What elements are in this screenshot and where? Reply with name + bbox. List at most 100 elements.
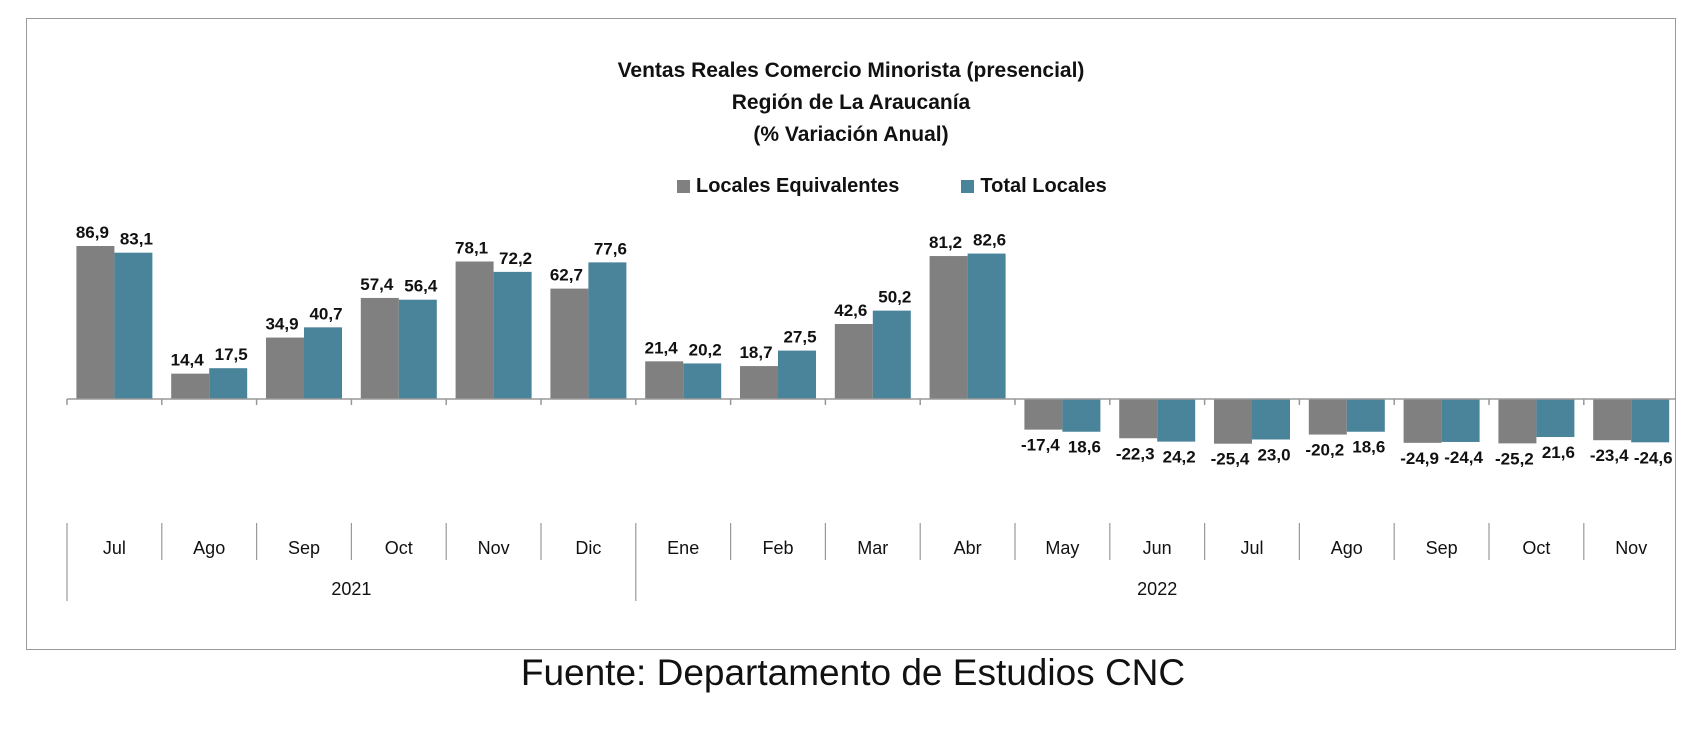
category-label: Jul: [1240, 538, 1263, 558]
bar-locales-equivalentes: [1498, 399, 1537, 444]
bar-locales-equivalentes: [645, 361, 684, 399]
bar-locales-equivalentes: [1403, 399, 1442, 443]
bar-locales-equivalentes: [266, 337, 304, 399]
category-label: Jun: [1143, 538, 1172, 558]
bar-total-locales: [872, 310, 911, 399]
category-label: Dic: [575, 538, 601, 558]
bar-locales-equivalentes: [929, 256, 968, 399]
data-label: 82,6: [973, 231, 1006, 250]
data-label: 83,1: [120, 230, 153, 249]
data-label: 18,7: [739, 343, 772, 362]
bar-total-locales: [209, 368, 248, 399]
data-label: -24,4: [1444, 448, 1483, 467]
data-label: 23,0: [1257, 445, 1290, 464]
bar-locales-equivalentes: [171, 373, 210, 399]
category-label: May: [1045, 538, 1079, 558]
bar-locales-equivalentes: [360, 297, 399, 399]
bar-locales-equivalentes: [1593, 399, 1632, 441]
category-label: Sep: [1426, 538, 1458, 558]
bar-total-locales: [778, 350, 816, 399]
data-label: 42,6: [834, 301, 867, 320]
chart-plot: 86,9 14,4 34,9 57,4 78,1 62,7 21,4 18,7 42,6 81,2…: [66, 223, 1675, 601]
chart-legend: Locales Equivalentes Total Locales: [677, 175, 1169, 198]
bar-total-locales: [1631, 399, 1670, 443]
category-label: Jul: [103, 538, 126, 558]
category-label: Abr: [954, 538, 982, 558]
bar-locales-equivalentes: [550, 288, 589, 399]
bar-locales-equivalentes: [1308, 399, 1347, 435]
legend-item-total-locales: Total Locales: [961, 175, 1107, 198]
data-label: -24,6: [1634, 448, 1673, 467]
bar-locales-equivalentes: [1214, 399, 1252, 444]
bar-total-locales: [493, 271, 532, 399]
data-label: -24,9: [1400, 449, 1439, 468]
bar-locales-equivalentes: [455, 261, 494, 399]
data-label: 62,7: [550, 266, 583, 285]
legend-swatch-gray: [677, 180, 690, 193]
data-label: -23,4: [1590, 446, 1629, 465]
category-label: Ago: [193, 538, 225, 558]
data-label: 40,7: [309, 304, 342, 323]
category-label: Feb: [762, 538, 793, 558]
chart-frame: Ventas Reales Comercio Minorista (presen…: [26, 18, 1676, 650]
category-label: Mar: [857, 538, 888, 558]
year-label: 2021: [331, 579, 371, 599]
bar-locales-equivalentes: [740, 366, 778, 399]
bar-total-locales: [967, 253, 1006, 399]
data-label: 20,2: [689, 340, 722, 359]
data-label: 18,6: [1068, 438, 1101, 457]
bar-total-locales: [1441, 399, 1480, 442]
bar-total-locales: [588, 262, 627, 399]
data-label: 86,9: [76, 223, 109, 242]
chart-title-line-1: Ventas Reales Comercio Minorista (presen…: [617, 59, 1085, 82]
chart-title-line-2: Región de La Araucanía: [731, 91, 971, 114]
category-label: Oct: [1522, 538, 1550, 558]
legend-swatch-teal: [961, 180, 975, 193]
data-label: -25,4: [1211, 450, 1250, 469]
chart-title-line-3: (% Variación Anual): [753, 123, 949, 146]
bar-total-locales: [114, 252, 153, 399]
bar-locales-equivalentes: [1119, 399, 1158, 439]
bar-total-locales: [398, 299, 437, 399]
bar-total-locales: [1157, 399, 1196, 442]
bar-locales-equivalentes: [76, 246, 115, 399]
bar-total-locales: [1252, 399, 1290, 440]
category-label: Oct: [385, 538, 413, 558]
source-note: Fuente: Departamento de Estudios CNC: [520, 652, 1186, 693]
data-label: 27,5: [783, 328, 816, 347]
data-label: 14,4: [171, 351, 205, 370]
data-label: 50,2: [878, 288, 911, 307]
data-label: 72,2: [499, 249, 532, 268]
category-label: Nov: [478, 538, 510, 558]
data-label: 34,9: [265, 315, 298, 334]
data-label: 21,4: [645, 338, 679, 357]
data-label: 78,1: [455, 238, 488, 257]
bar-locales-equivalentes: [1024, 399, 1063, 430]
data-label: -17,4: [1021, 436, 1060, 455]
legend-label: Total Locales: [980, 175, 1107, 197]
data-label: 18,6: [1352, 438, 1385, 457]
bar-locales-equivalentes: [834, 323, 873, 399]
category-label: Nov: [1615, 538, 1647, 558]
legend-label: Locales Equivalentes: [696, 175, 900, 197]
data-label: 17,5: [215, 345, 248, 364]
data-label: 21,6: [1542, 443, 1575, 462]
bar-total-locales: [304, 327, 342, 399]
data-label: 24,2: [1163, 448, 1196, 467]
data-label: 57,4: [360, 275, 394, 294]
bar-total-locales: [1536, 399, 1575, 438]
data-label: 81,2: [929, 233, 962, 252]
data-label: -22,3: [1116, 444, 1155, 463]
legend-item-locales-equivalentes: Locales Equivalentes: [677, 175, 899, 198]
category-label: Ago: [1331, 538, 1363, 558]
data-label: 77,6: [594, 239, 627, 258]
bar-total-locales: [1062, 399, 1101, 432]
data-label: -20,2: [1305, 441, 1344, 460]
category-label: Ene: [667, 538, 699, 558]
bar-total-locales: [1346, 399, 1385, 432]
bar-total-locales: [683, 363, 722, 399]
data-label: -25,2: [1495, 449, 1534, 468]
year-label: 2022: [1137, 579, 1177, 599]
data-label: 56,4: [404, 277, 438, 296]
category-label: Sep: [288, 538, 320, 558]
